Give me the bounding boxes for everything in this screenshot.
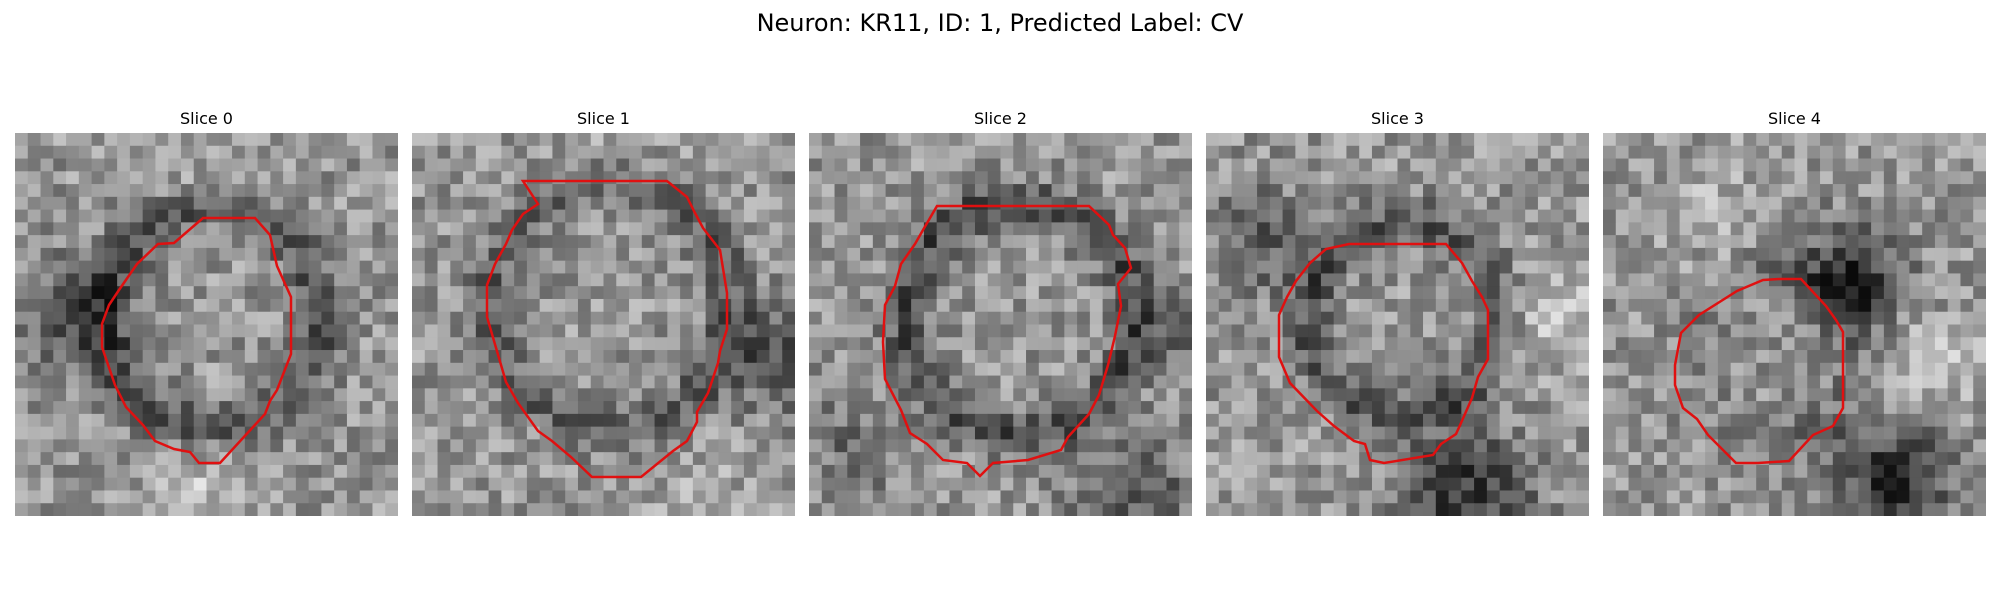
cell-contour bbox=[1673, 277, 1845, 465]
slice-image-0 bbox=[15, 133, 398, 516]
cell-contour bbox=[485, 179, 729, 479]
slice-image-3 bbox=[1206, 133, 1589, 516]
slice-panel-4: Slice 4 bbox=[1603, 108, 1986, 516]
slice-pixel-grid bbox=[412, 133, 795, 516]
cell-contour bbox=[1277, 242, 1490, 465]
slice-title: Slice 1 bbox=[577, 109, 630, 128]
slice-panel-3: Slice 3 bbox=[1206, 108, 1589, 516]
slice-panel-2: Slice 2 bbox=[809, 108, 1192, 516]
slice-title: Slice 2 bbox=[974, 109, 1027, 128]
slice-panel-0: Slice 0 bbox=[15, 108, 398, 516]
slice-image-1 bbox=[412, 133, 795, 516]
slice-pixel-grid bbox=[15, 133, 398, 516]
slice-image-2 bbox=[809, 133, 1192, 516]
slice-pixel-grid bbox=[1603, 133, 1986, 516]
slice-title: Slice 0 bbox=[180, 109, 233, 128]
slice-panel-1: Slice 1 bbox=[412, 108, 795, 516]
figure-title: Neuron: KR11, ID: 1, Predicted Label: CV bbox=[756, 9, 1244, 37]
slice-title: Slice 4 bbox=[1768, 109, 1821, 128]
slice-pixel-grid bbox=[1206, 133, 1589, 516]
slice-image-4 bbox=[1603, 133, 1986, 516]
slice-pixel-grid bbox=[809, 133, 1192, 516]
slice-title: Slice 3 bbox=[1371, 109, 1424, 128]
cell-contour bbox=[881, 204, 1133, 478]
cell-contour bbox=[100, 216, 293, 465]
